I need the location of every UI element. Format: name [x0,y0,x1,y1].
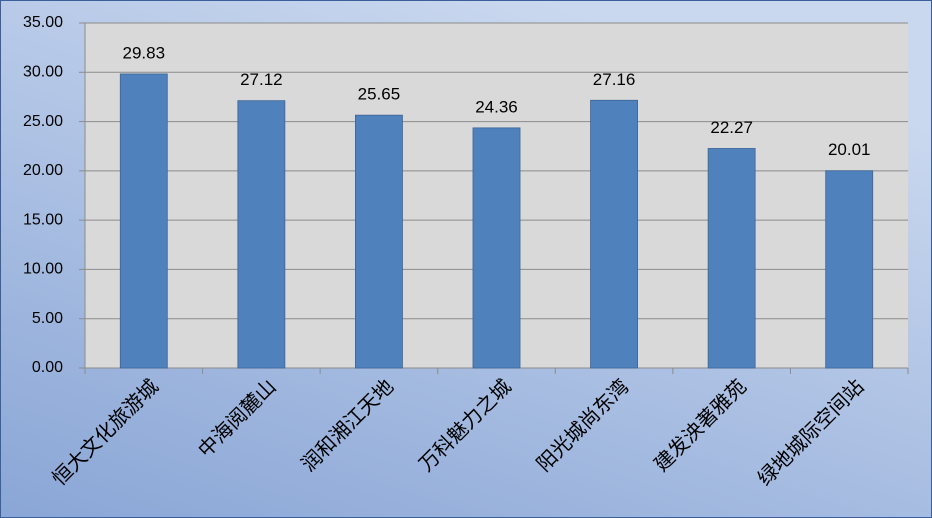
value-label: 20.01 [828,140,871,159]
bar [472,127,521,369]
y-tick-label: 15.00 [23,211,63,228]
y-tick-label: 30.00 [23,64,63,81]
bar [119,73,168,369]
bar [355,114,403,369]
y-tick-label: 0.00 [32,359,63,376]
value-label: 24.36 [475,97,518,116]
y-tick-label: 25.00 [23,113,63,130]
y-tick-label: 35.00 [23,14,63,31]
bar [590,99,638,369]
value-label: 25.65 [358,85,401,104]
value-label: 27.12 [240,70,283,89]
bar [825,170,874,369]
value-label: 29.83 [123,43,166,62]
y-tick-label: 10.00 [23,261,63,278]
bar [237,100,286,369]
y-tick-label: 20.00 [23,162,63,179]
bar [707,148,756,369]
value-label: 27.16 [593,70,636,89]
y-tick-label: 5.00 [32,310,63,327]
value-label: 22.27 [710,118,753,137]
